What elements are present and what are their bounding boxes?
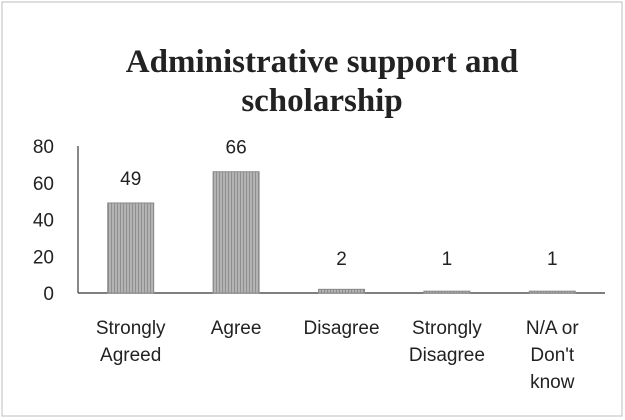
category-label: Disagree bbox=[303, 318, 379, 339]
category-label: Agreed bbox=[100, 345, 161, 366]
y-tick-label: 0 bbox=[43, 284, 54, 305]
data-label: 1 bbox=[442, 249, 453, 270]
bar bbox=[212, 171, 260, 294]
bar bbox=[423, 290, 471, 294]
data-label: 49 bbox=[120, 169, 141, 190]
y-tick-label: 80 bbox=[33, 137, 54, 158]
bar bbox=[528, 290, 576, 294]
y-tick-label: 40 bbox=[33, 211, 54, 232]
category-label: Agree bbox=[211, 318, 262, 339]
data-label: 2 bbox=[336, 249, 347, 270]
category-labels: Strongly Agreed Agree Disagree Strongly Disag… bbox=[96, 318, 580, 393]
bar bbox=[318, 288, 365, 294]
data-labels: 49 66 2 1 1 bbox=[120, 138, 557, 270]
category-label: N/A or bbox=[526, 318, 579, 339]
category-label: Strongly bbox=[96, 318, 166, 339]
chart-title-line: Administrative support and bbox=[126, 44, 518, 80]
bars bbox=[107, 171, 576, 294]
y-tick-label: 60 bbox=[33, 174, 54, 195]
data-label: 1 bbox=[547, 249, 558, 270]
category-label: Disagree bbox=[409, 345, 485, 366]
data-label: 66 bbox=[226, 138, 247, 159]
bar bbox=[107, 202, 155, 294]
category-label: know bbox=[530, 372, 575, 393]
y-axis: 0 20 40 60 80 bbox=[33, 137, 605, 305]
chart-title-line: scholarship bbox=[241, 83, 402, 119]
y-tick-label: 20 bbox=[33, 247, 54, 268]
category-label: Strongly bbox=[412, 318, 482, 339]
category-label: Don't bbox=[530, 345, 574, 366]
